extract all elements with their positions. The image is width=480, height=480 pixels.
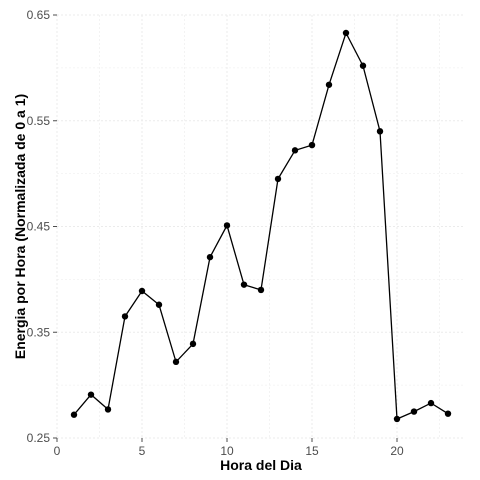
data-point	[138, 287, 146, 295]
x-tick-label: 15	[305, 444, 319, 458]
grid-lines	[56, 14, 465, 439]
x-axis-title: Hora del Dia	[220, 457, 302, 473]
data-point	[427, 399, 435, 407]
y-tick-label: 0.35	[27, 325, 51, 339]
data-point	[70, 411, 78, 418]
x-tick-label: 20	[390, 444, 404, 458]
data-point	[359, 62, 367, 69]
data-point	[291, 147, 299, 154]
axes: 0 5 10 15 20 0.25 0.35 0.45 0.55 0.65	[27, 8, 404, 458]
y-tick-label: 0.55	[27, 114, 51, 128]
y-axis-title: Energia por Hora (Normalizada de 0 a 1)	[12, 94, 28, 359]
data-point	[393, 415, 401, 423]
data-point	[121, 313, 129, 320]
data-point	[172, 358, 180, 366]
data-point	[325, 81, 333, 88]
data-point	[257, 286, 265, 294]
data-point	[308, 141, 316, 149]
x-tick-label: 0	[54, 444, 61, 458]
x-tick-label: 10	[220, 444, 234, 458]
y-tick-label: 0.45	[27, 220, 51, 234]
data-point	[223, 222, 231, 229]
data-point	[376, 128, 384, 135]
data-point	[206, 253, 214, 261]
data-point	[155, 301, 163, 308]
data-point	[240, 281, 248, 288]
data-point	[87, 391, 95, 398]
data-point	[274, 175, 282, 183]
data-point	[410, 408, 418, 415]
data-point	[342, 29, 350, 37]
data-point	[104, 406, 112, 413]
data-point	[189, 340, 197, 348]
y-tick-label: 0.65	[27, 8, 51, 22]
data-points	[70, 29, 452, 423]
x-tick-label: 5	[139, 444, 146, 458]
y-tick-label: 0.25	[27, 431, 51, 445]
data-point	[444, 410, 452, 417]
